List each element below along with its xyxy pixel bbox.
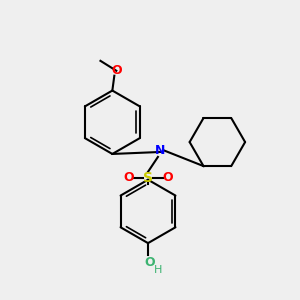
- Text: H: H: [154, 265, 162, 275]
- Text: O: O: [145, 256, 155, 269]
- Text: S: S: [143, 171, 153, 185]
- Text: O: O: [163, 171, 173, 184]
- Text: O: O: [111, 64, 122, 77]
- Text: N: N: [155, 145, 165, 158]
- Text: O: O: [123, 171, 134, 184]
